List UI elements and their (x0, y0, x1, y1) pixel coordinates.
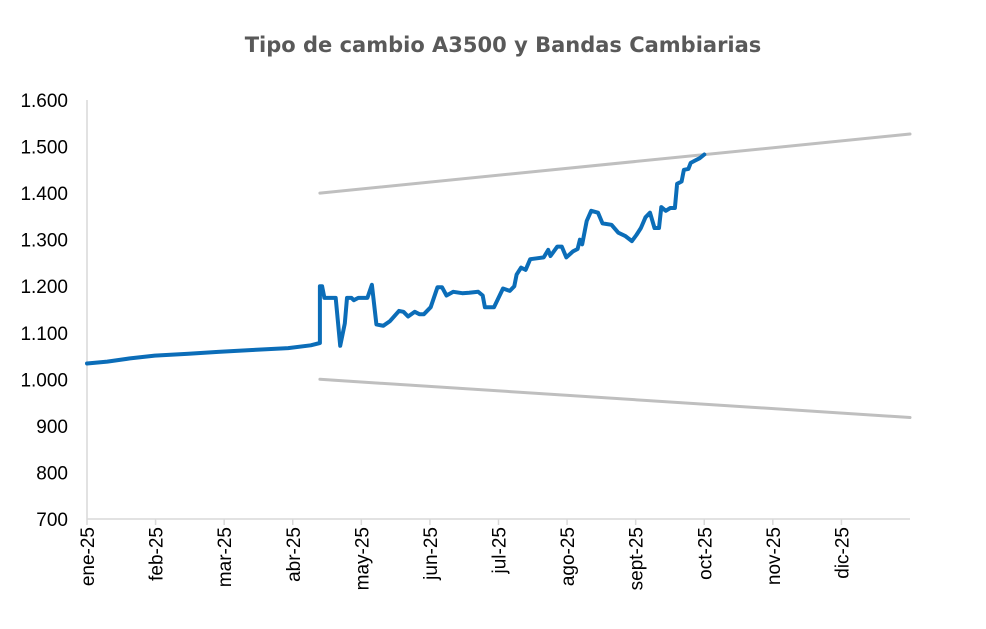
y-tick-label: 700 (36, 510, 68, 531)
y-tick-label: 1.000 (20, 370, 68, 391)
y-tick-label: 1.500 (20, 138, 68, 159)
y-tick-label: 1.300 (20, 231, 68, 252)
x-tick-label: sept-25 (627, 527, 648, 590)
y-tick-label: 1.400 (20, 184, 68, 205)
y-tick-label: 1.100 (20, 324, 68, 345)
x-axis-ticks: ene-25 feb-25 mar-25 abr-25 may-25 jun-25 jul-… (78, 519, 853, 590)
y-tick-label: 1.200 (20, 277, 68, 298)
x-tick-label: ene-25 (78, 527, 99, 586)
y-tick-label: 900 (36, 417, 68, 438)
series-line-lower-band (318, 377, 912, 419)
chart-title: Tipo de cambio A3500 y Bandas Cambiarias (245, 33, 762, 57)
x-tick-label: nov-25 (764, 527, 785, 585)
y-axis-ticks: 700 800 900 1.000 1.100 1.200 1.300 1.400 1.500 1… (20, 91, 68, 531)
x-tick-label: feb-25 (147, 527, 168, 581)
x-tick-label: mar-25 (215, 527, 236, 587)
x-tick-label: may-25 (352, 527, 373, 590)
x-tick-label: dic-25 (832, 527, 853, 579)
series-line-exchange-rate (85, 152, 707, 366)
x-tick-label: jun-25 (421, 527, 442, 581)
y-tick-label: 1.600 (20, 91, 68, 112)
series-layer (85, 132, 912, 419)
x-tick-label: abr-25 (284, 527, 305, 582)
x-tick-label: ago-25 (558, 527, 579, 586)
series-line-upper-band (318, 132, 912, 195)
x-tick-label: jul-25 (490, 527, 511, 574)
y-tick-label: 800 (36, 463, 68, 484)
x-tick-label: oct-25 (695, 527, 716, 580)
